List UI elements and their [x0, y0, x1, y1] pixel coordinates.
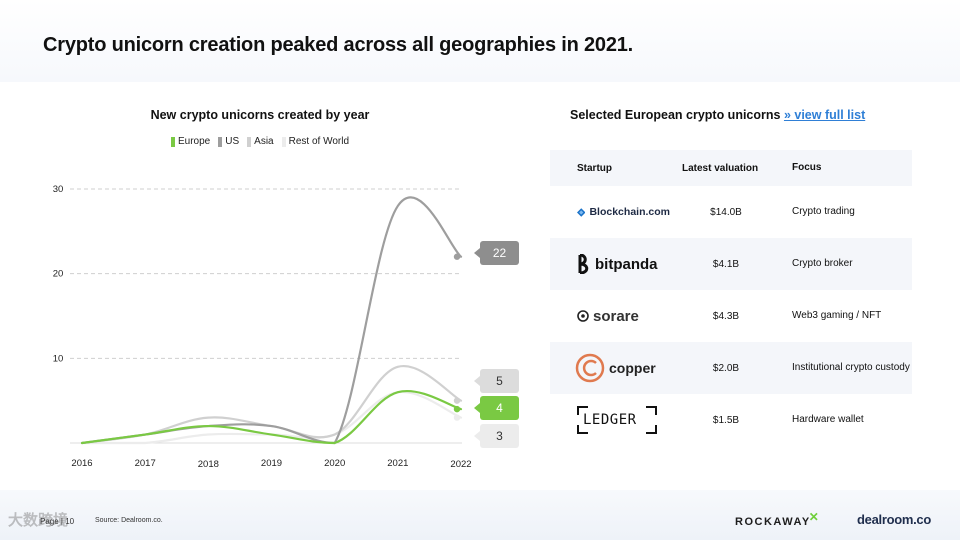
copper-logo-text: copper: [609, 360, 656, 376]
column-header-focus: Focus: [792, 162, 822, 173]
valuation-cell: $14.0B: [710, 206, 742, 218]
bitpanda-logo-text: bitpanda: [595, 255, 658, 273]
sorare-logo-icon: [577, 310, 589, 322]
valuation-cell: $2.0B: [712, 362, 740, 374]
table-row: Blockchain.com $14.0B Crypto trading: [550, 186, 912, 238]
series-end-point: [453, 253, 461, 260]
series-line-asia: [80, 365, 463, 445]
bitpanda-logo: bitpanda: [577, 254, 670, 274]
ledger-logo-icon: [577, 406, 657, 434]
end-label-pointer: [474, 248, 480, 258]
table-row: bitpanda $4.1B Crypto broker: [550, 238, 912, 290]
legend-item-europe: Europe: [171, 136, 210, 147]
blockchain-logo-icon: [577, 207, 586, 217]
legend-item-rest-of-world: Rest of World: [281, 136, 349, 147]
end-label-bubble: [480, 396, 519, 420]
rockaway-x-icon: ✕: [808, 510, 821, 524]
view-full-list-link[interactable]: » view full list: [783, 108, 866, 122]
x-tick-label: 2018: [198, 459, 219, 470]
legend-item-us: US: [218, 136, 239, 147]
series-end-point: [453, 405, 461, 413]
chart-legend: Europe US Asia Rest of World: [60, 136, 460, 147]
rockaway-logo: ROCKAWAY✕: [735, 510, 820, 528]
blockchain-logo-text: Blockchain.com: [589, 206, 670, 218]
copper-logo-icon: [575, 353, 605, 383]
startup-cell: LEDGER: [550, 406, 670, 434]
table-row: LEDGER $1.5B Hardware wallet: [550, 394, 912, 446]
watermark: 大数跨境: [8, 512, 69, 529]
startup-table: Startup Latest valuation Focus Blockchai…: [550, 150, 912, 446]
header-band: [0, 0, 960, 82]
x-tick-label: 2021: [387, 458, 408, 469]
ledger-logo: LEDGER: [577, 406, 670, 434]
end-label-bubble: [480, 241, 519, 265]
legend-label-asia: Asia: [254, 136, 274, 147]
table-header-row: Startup Latest valuation Focus: [550, 150, 912, 186]
x-tick-label: 2019: [261, 458, 282, 469]
y-tick-label: 20: [53, 269, 64, 280]
copper-logo: copper: [575, 353, 670, 383]
x-tick-label: 2016: [71, 458, 92, 469]
end-label-text: 4: [496, 401, 503, 415]
blockchain-logo: Blockchain.com: [577, 206, 670, 218]
valuation-cell: $4.1B: [712, 258, 740, 270]
end-label-pointer: [474, 403, 480, 413]
legend-item-asia: Asia: [247, 136, 274, 147]
end-label-bubble: [480, 424, 519, 448]
table-title-text: Selected European crypto unicorns: [570, 108, 781, 122]
sorare-logo-text: sorare: [593, 307, 639, 325]
y-tick-label: 30: [53, 184, 64, 195]
startup-cell: Blockchain.com: [550, 206, 670, 218]
legend-swatch-rest-of-world: [281, 136, 286, 147]
footer-band: [0, 490, 960, 540]
end-label-text: 5: [496, 374, 503, 388]
end-label-pointer: [474, 376, 480, 386]
table-row: sorare $4.3B Web3 gaming / NFT: [550, 290, 912, 342]
end-label-text: 3: [496, 429, 503, 443]
legend-label-europe: Europe: [178, 136, 211, 147]
legend-label-rest-of-world: Rest of World: [288, 136, 349, 147]
series-line-europe: [80, 389, 463, 445]
series-end-point: [453, 414, 461, 421]
series-line-us: [80, 196, 463, 445]
page-number: Page | 10: [40, 517, 75, 526]
focus-cell: Hardware wallet: [792, 414, 864, 425]
focus-cell: Institutional crypto custody: [792, 362, 910, 373]
legend-swatch-europe: [171, 136, 175, 147]
focus-cell: Web3 gaming / NFT: [792, 310, 882, 321]
valuation-cell: $4.3B: [712, 310, 740, 322]
legend-swatch-us: [218, 136, 223, 147]
legend-label-us: US: [225, 136, 240, 147]
table-title: Selected European crypto unicorns » view…: [570, 108, 865, 122]
column-header-valuation: Latest valuation: [682, 162, 759, 174]
legend-swatch-asia: [247, 136, 252, 147]
sorare-logo: sorare: [577, 308, 670, 325]
focus-cell: Crypto trading: [792, 206, 855, 217]
chart-title: New crypto unicorns created by year: [150, 108, 370, 122]
x-tick-label: 2022: [450, 459, 471, 470]
ledger-logo-text: LEDGER: [583, 412, 637, 428]
column-header-startup: Startup: [577, 162, 612, 174]
focus-cell: Crypto broker: [792, 258, 853, 269]
source-note: Source: Dealroom.co.: [95, 517, 163, 524]
end-label-pointer: [474, 431, 480, 441]
bitpanda-logo-icon: [578, 254, 589, 274]
valuation-cell: $1.5B: [712, 414, 740, 426]
end-label-text: 22: [493, 246, 507, 260]
table-row: copper $2.0B Institutional crypto custod…: [550, 342, 912, 394]
y-tick-label: 10: [53, 353, 64, 364]
startup-cell: sorare: [550, 308, 670, 325]
x-tick-label: 2017: [135, 458, 156, 469]
end-label-bubble: [480, 369, 519, 393]
startup-cell: bitpanda: [550, 254, 670, 274]
series-end-point: [453, 397, 461, 404]
startup-cell: copper: [550, 353, 670, 383]
rockaway-logo-text: ROCKAWAY: [735, 516, 811, 528]
x-tick-label: 2020: [324, 458, 345, 469]
dealroom-logo: dealroom.co: [857, 512, 931, 527]
page-title: Crypto unicorn creation peaked across al…: [43, 34, 634, 56]
